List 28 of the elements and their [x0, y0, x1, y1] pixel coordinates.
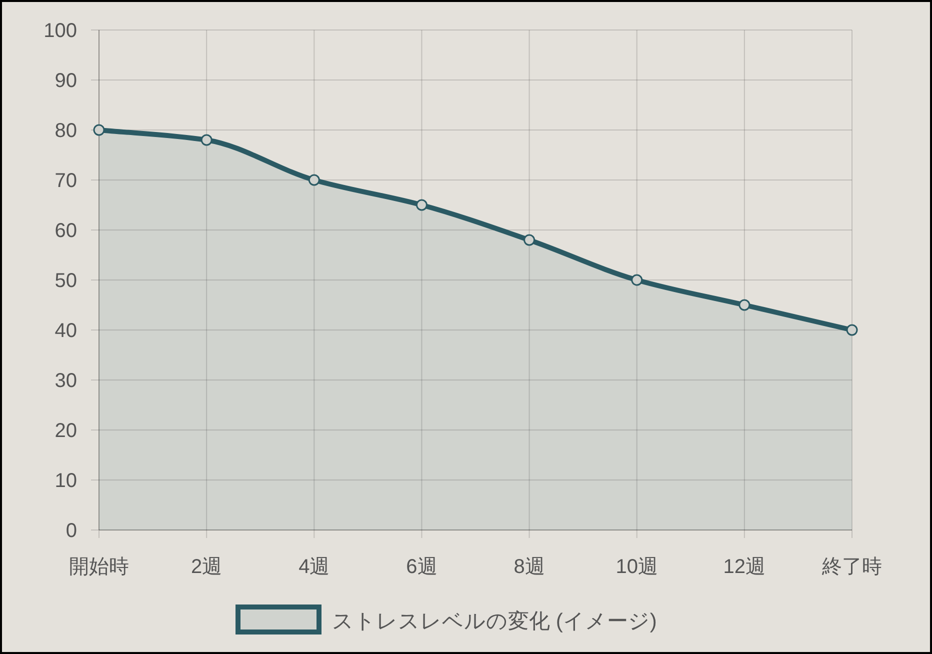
x-tick-label: 8週	[514, 556, 545, 578]
x-tick-label: 4週	[298, 556, 330, 578]
y-tick-label: 60	[54, 220, 77, 242]
y-tick-label: 80	[54, 120, 77, 142]
point	[416, 199, 428, 211]
point	[631, 274, 643, 286]
point	[524, 234, 536, 246]
x-tick-label: 終了時	[821, 556, 882, 578]
y-tick-label: 70	[54, 170, 77, 192]
y-tick-label: 0	[66, 520, 77, 542]
y-tick-label: 90	[54, 70, 77, 92]
x-tick-label: 2週	[191, 556, 222, 578]
y-tick-label: 40	[54, 320, 77, 342]
point	[308, 174, 320, 186]
x-tick-label: 開始時	[69, 556, 129, 578]
x-tick-label: 10週	[616, 556, 658, 578]
y-tick-label: 100	[44, 20, 77, 42]
y-tick-label: 20	[54, 420, 77, 442]
y-tick-label: 50	[54, 270, 77, 292]
y-tick-label: 10	[54, 470, 77, 492]
legend-label: ストレスレベルの変化 (イメージ)	[332, 610, 657, 633]
point	[93, 124, 105, 136]
point	[846, 324, 858, 336]
x-tick-label: 6週	[406, 556, 438, 578]
point	[200, 134, 212, 146]
point	[738, 299, 750, 311]
x-tick-label: 12週	[723, 556, 766, 578]
y-tick-label: 30	[54, 370, 77, 392]
